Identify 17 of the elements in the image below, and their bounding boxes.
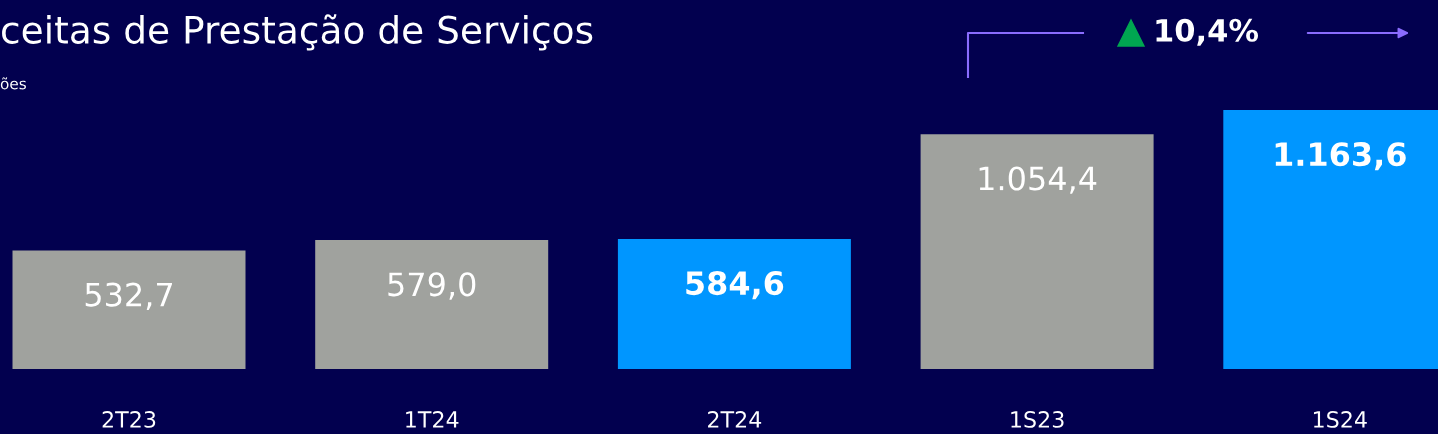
data-label: 579,0 [388, 272, 476, 300]
x-tick-label: 1T24 [406, 411, 459, 428]
data-label: 584,6 [686, 270, 784, 300]
x-tick-label: 2T24 [708, 411, 762, 428]
bar [617, 238, 851, 369]
x-tick-label: 1S24 [1313, 411, 1367, 428]
bar [920, 134, 1154, 369]
chart-subtitle: ões [0, 77, 26, 90]
text: 10,4% [1156, 18, 1259, 46]
data-label: 1.054,4 [979, 166, 1097, 194]
bar [12, 250, 246, 369]
data-label: 1.163,6 [1275, 142, 1406, 171]
bar [315, 240, 549, 369]
chart-title: ceitas de Prestação de Serviços [2, 14, 593, 51]
x-tick-label: 2T23 [102, 411, 156, 428]
data-label: 532,7 [85, 282, 172, 310]
x-tick-label: 1S23 [1011, 411, 1064, 428]
